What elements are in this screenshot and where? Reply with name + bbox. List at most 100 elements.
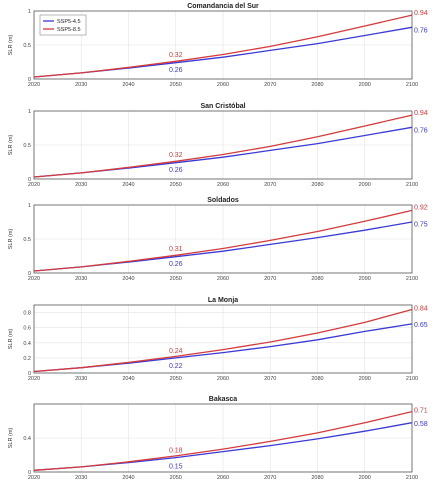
- series-line-ssp85: [33, 308, 413, 373]
- y-tick-label: 0: [28, 271, 31, 277]
- y-tick-label: 0.6: [23, 326, 31, 332]
- x-tick-label: 2040: [122, 276, 134, 282]
- data-label: 0.31: [169, 246, 183, 253]
- legend-box: [39, 14, 87, 36]
- panel-title: San Cristóbal: [200, 103, 245, 110]
- x-tick-label: 2080: [311, 82, 323, 88]
- y-axis-label: SLR (m): [8, 428, 14, 449]
- x-tick-label: 2050: [170, 182, 182, 188]
- y-axis-label: SLR (m): [8, 229, 14, 250]
- data-label: 0.32: [169, 52, 183, 59]
- plot-frame: [33, 304, 413, 374]
- x-tick-label: 2070: [264, 475, 276, 481]
- panel-title: Comandancia del Sur: [187, 3, 259, 10]
- series-line-ssp85: [33, 410, 413, 471]
- y-axis-label: SLR (m): [8, 35, 14, 56]
- x-tick-label: 2030: [75, 475, 87, 481]
- x-tick-label: 2060: [217, 376, 229, 382]
- y-tick-label: 0.5: [23, 43, 31, 49]
- x-tick-label: 2020: [28, 475, 40, 481]
- x-tick-label: 2030: [75, 376, 87, 382]
- legend-entry: SSP5-8.5: [57, 27, 81, 33]
- x-tick-label: 2100: [406, 182, 418, 188]
- y-tick-label: 1: [28, 203, 31, 209]
- panel-3: Soldados SLR (m) 2020 2030 2040 2050 2060 2070 2…: [8, 197, 428, 282]
- plot-frame: [33, 403, 413, 473]
- data-label: 0.75: [414, 222, 428, 229]
- panel-title: Soldados: [207, 197, 239, 204]
- panel-2: San Cristóbal SLR (m) 2020 2030 2040 2050 2060…: [8, 103, 428, 188]
- panel-title: La Monja: [208, 297, 238, 304]
- y-tick-label: 0.8: [23, 311, 31, 317]
- x-tick-label: 2030: [75, 182, 87, 188]
- y-tick-label: 0.5: [23, 237, 31, 243]
- x-tick-label: 2090: [359, 475, 371, 481]
- x-tick-label: 2040: [122, 376, 134, 382]
- y-axis-label: SLR (m): [8, 135, 14, 156]
- x-tick-label: 2030: [75, 82, 87, 88]
- x-tick-label: 2040: [122, 182, 134, 188]
- panel-4: La Monja SLR (m) 2020 2030 2040 2050 2060 2070 2…: [8, 297, 428, 382]
- legend: SSP5-4.5 SSP5-8.5: [39, 14, 87, 36]
- plot-frame: [33, 110, 413, 180]
- x-tick-label: 2050: [170, 376, 182, 382]
- x-tick-label: 2080: [311, 376, 323, 382]
- data-label: 0.26: [169, 67, 183, 74]
- data-label: 0.26: [169, 167, 183, 174]
- x-tick-label: 2090: [359, 376, 371, 382]
- x-tick-label: 2040: [122, 82, 134, 88]
- series-line-ssp85: [33, 114, 413, 178]
- panel-5: Bakasca SLR (m) 2020 2030 2040 2050 2060 2070 20…: [8, 396, 428, 481]
- x-tick-label: 2060: [217, 276, 229, 282]
- data-label: 0.94: [414, 110, 428, 117]
- y-tick-label: 0.2: [23, 356, 31, 362]
- data-label: 0.18: [169, 447, 183, 454]
- x-tick-label: 2020: [28, 182, 40, 188]
- x-tick-label: 2020: [28, 376, 40, 382]
- data-label: 0.32: [169, 152, 183, 159]
- x-tick-label: 2100: [406, 475, 418, 481]
- data-label: 0.22: [169, 363, 183, 370]
- legend-entry: SSP5-4.5: [57, 19, 81, 25]
- series-line-ssp85: [33, 209, 413, 272]
- y-axis-label: SLR (m): [8, 329, 14, 350]
- data-label: 0.15: [169, 464, 183, 471]
- y-tick-label: 0: [28, 177, 31, 183]
- series-line-ssp85: [33, 14, 413, 78]
- x-tick-label: 2070: [264, 82, 276, 88]
- x-tick-label: 2020: [28, 82, 40, 88]
- x-tick-label: 2040: [122, 475, 134, 481]
- plot-frame: [33, 10, 413, 80]
- data-label: 0.26: [169, 261, 183, 268]
- y-tick-label: 1: [28, 9, 31, 15]
- x-tick-label: 2100: [406, 82, 418, 88]
- x-tick-label: 2050: [170, 475, 182, 481]
- x-tick-label: 2100: [406, 276, 418, 282]
- x-tick-label: 2090: [359, 276, 371, 282]
- y-tick-label: 0.5: [23, 143, 31, 149]
- x-tick-label: 2060: [217, 82, 229, 88]
- x-tick-label: 2050: [170, 82, 182, 88]
- x-tick-label: 2070: [264, 182, 276, 188]
- panel-title: Bakasca: [209, 396, 238, 403]
- data-label: 0.58: [414, 421, 428, 428]
- data-label: 0.76: [414, 28, 428, 35]
- x-tick-label: 2020: [28, 276, 40, 282]
- data-label: 0.71: [414, 407, 428, 414]
- x-tick-label: 2100: [406, 376, 418, 382]
- y-tick-label: 0: [28, 371, 31, 377]
- data-label: 0.65: [414, 322, 428, 329]
- x-tick-label: 2090: [359, 82, 371, 88]
- x-tick-label: 2060: [217, 475, 229, 481]
- y-tick-label: 1: [28, 109, 31, 115]
- x-tick-label: 2050: [170, 276, 182, 282]
- x-tick-label: 2060: [217, 182, 229, 188]
- x-tick-label: 2080: [311, 475, 323, 481]
- x-tick-label: 2070: [264, 276, 276, 282]
- data-label: 0.92: [414, 205, 428, 212]
- data-label: 0.76: [414, 128, 428, 135]
- x-tick-label: 2030: [75, 276, 87, 282]
- x-tick-label: 2080: [311, 182, 323, 188]
- x-tick-label: 2070: [264, 376, 276, 382]
